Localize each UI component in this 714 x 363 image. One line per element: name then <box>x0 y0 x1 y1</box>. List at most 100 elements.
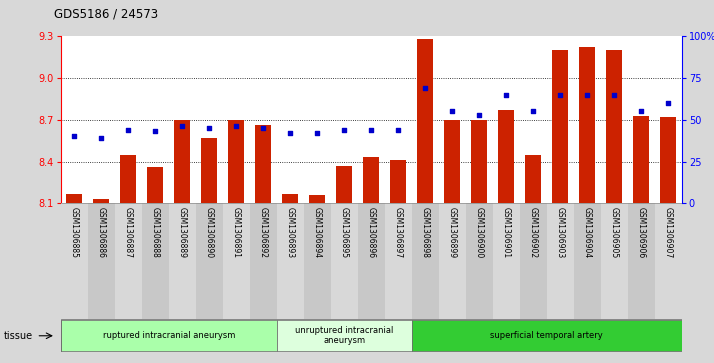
Bar <box>606 50 623 203</box>
Point <box>663 100 674 106</box>
Bar <box>120 155 136 203</box>
Bar <box>633 115 650 203</box>
Bar <box>579 48 595 203</box>
Point <box>123 127 134 133</box>
Bar <box>169 203 196 319</box>
Point <box>501 92 512 98</box>
Text: GSM1306889: GSM1306889 <box>178 207 187 258</box>
Text: GSM1306885: GSM1306885 <box>70 207 79 258</box>
Point <box>96 135 107 141</box>
Bar <box>115 203 141 319</box>
Bar <box>363 158 379 203</box>
Bar <box>61 320 277 351</box>
Text: GSM1306894: GSM1306894 <box>313 207 322 258</box>
Bar <box>66 193 82 203</box>
Bar <box>390 160 406 203</box>
Text: tissue: tissue <box>4 331 33 341</box>
Bar <box>547 203 574 319</box>
Bar <box>174 120 191 203</box>
Text: GSM1306893: GSM1306893 <box>286 207 295 258</box>
Text: GSM1306892: GSM1306892 <box>258 207 268 258</box>
Text: ruptured intracranial aneurysm: ruptured intracranial aneurysm <box>103 331 235 340</box>
Bar <box>574 203 601 319</box>
Text: GSM1306887: GSM1306887 <box>124 207 133 258</box>
Bar <box>147 167 164 203</box>
Bar <box>417 39 433 203</box>
Bar <box>61 203 88 319</box>
Bar <box>277 320 412 351</box>
Bar <box>255 125 271 203</box>
Bar <box>358 203 385 319</box>
Text: GSM1306905: GSM1306905 <box>610 207 619 258</box>
Text: GSM1306888: GSM1306888 <box>151 207 160 258</box>
Bar <box>655 203 682 319</box>
Bar <box>552 50 568 203</box>
Point <box>473 112 485 118</box>
Bar <box>309 195 326 203</box>
Text: GDS5186 / 24573: GDS5186 / 24573 <box>54 7 158 20</box>
Bar <box>93 199 109 203</box>
Bar <box>228 120 244 203</box>
Text: GSM1306897: GSM1306897 <box>394 207 403 258</box>
Bar <box>412 203 439 319</box>
Point <box>311 130 323 136</box>
Point <box>608 92 620 98</box>
Bar <box>660 117 676 203</box>
Bar <box>412 320 682 351</box>
Text: GSM1306900: GSM1306900 <box>475 207 484 258</box>
Text: GSM1306898: GSM1306898 <box>421 207 430 258</box>
Text: GSM1306899: GSM1306899 <box>448 207 457 258</box>
Text: GSM1306886: GSM1306886 <box>96 207 106 258</box>
Bar <box>526 155 541 203</box>
Point <box>555 92 566 98</box>
Point <box>338 127 350 133</box>
Bar <box>331 203 358 319</box>
Bar <box>282 193 298 203</box>
Text: GSM1306890: GSM1306890 <box>205 207 213 258</box>
Bar <box>493 203 520 319</box>
Text: superficial temporal artery: superficial temporal artery <box>491 331 603 340</box>
Bar <box>141 203 169 319</box>
Bar <box>196 203 223 319</box>
Point <box>69 134 80 139</box>
Point <box>231 123 242 129</box>
Bar <box>498 110 514 203</box>
Point <box>203 125 215 131</box>
Text: GSM1306904: GSM1306904 <box>583 207 592 258</box>
Point <box>420 85 431 91</box>
Bar <box>277 203 303 319</box>
Text: GSM1306891: GSM1306891 <box>232 207 241 258</box>
Bar <box>439 203 466 319</box>
Point <box>258 125 269 131</box>
Point <box>366 127 377 133</box>
Point <box>285 130 296 136</box>
Text: GSM1306902: GSM1306902 <box>529 207 538 258</box>
Bar <box>466 203 493 319</box>
Bar <box>303 203 331 319</box>
Point <box>635 109 647 114</box>
Text: GSM1306903: GSM1306903 <box>555 207 565 258</box>
Point <box>149 129 161 134</box>
Point <box>446 109 458 114</box>
Bar <box>88 203 115 319</box>
Bar <box>223 203 250 319</box>
Bar <box>385 203 412 319</box>
Bar <box>520 203 547 319</box>
Bar <box>250 203 277 319</box>
Text: GSM1306895: GSM1306895 <box>340 207 348 258</box>
Text: GSM1306901: GSM1306901 <box>502 207 511 258</box>
Text: unruptured intracranial
aneurysm: unruptured intracranial aneurysm <box>295 326 393 346</box>
Bar <box>201 138 217 203</box>
Text: GSM1306907: GSM1306907 <box>664 207 673 258</box>
Bar <box>471 120 488 203</box>
Point <box>528 109 539 114</box>
Text: GSM1306896: GSM1306896 <box>367 207 376 258</box>
Bar <box>336 166 353 203</box>
Text: GSM1306906: GSM1306906 <box>637 207 646 258</box>
Bar <box>628 203 655 319</box>
Point <box>582 92 593 98</box>
Bar <box>444 120 461 203</box>
Point <box>176 123 188 129</box>
Bar <box>601 203 628 319</box>
Point <box>393 127 404 133</box>
